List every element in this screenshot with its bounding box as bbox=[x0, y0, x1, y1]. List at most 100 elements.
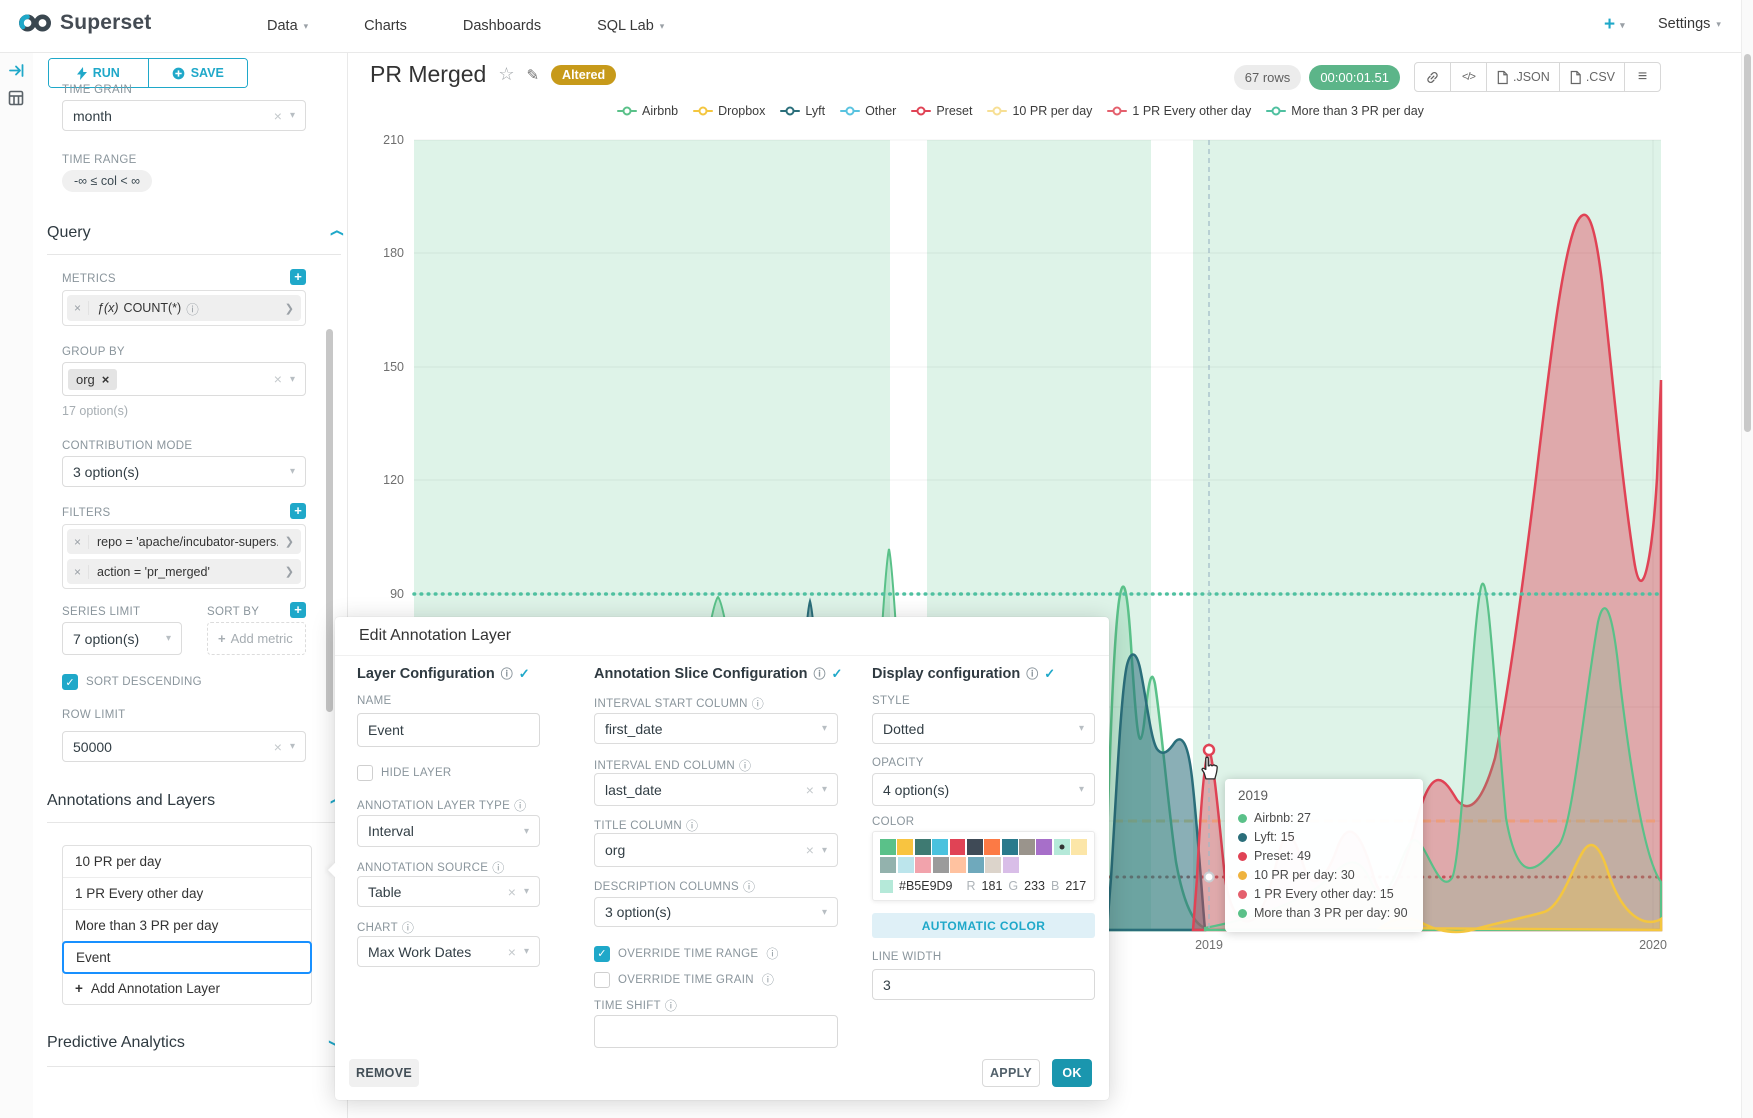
clear-icon[interactable]: × bbox=[805, 842, 814, 858]
add-annotation-layer[interactable]: + Add Annotation Layer bbox=[75, 981, 220, 996]
new-button[interactable]: + ▾ bbox=[1604, 14, 1625, 35]
opacity-select[interactable]: 4 option(s) ▾ bbox=[872, 773, 1095, 806]
line-width-input[interactable] bbox=[872, 969, 1095, 1000]
group-by-chip[interactable]: org × bbox=[68, 368, 118, 390]
row-limit-select[interactable]: 50000 × ▾ bbox=[62, 731, 306, 762]
clear-icon[interactable]: × bbox=[273, 738, 282, 755]
legend-item[interactable]: 1 PR Every other day bbox=[1107, 104, 1251, 118]
legend-item[interactable]: Lyft bbox=[780, 104, 825, 118]
panel-scrollbar[interactable] bbox=[326, 329, 333, 712]
clear-icon[interactable]: × bbox=[273, 107, 282, 124]
run-button[interactable]: RUN bbox=[49, 59, 148, 87]
add-sort-metric-button[interactable]: + bbox=[290, 602, 306, 618]
remove-filter-icon[interactable]: × bbox=[67, 564, 90, 579]
color-swatch[interactable] bbox=[949, 839, 966, 855]
override-time-range-checkbox[interactable]: ✓ bbox=[594, 945, 610, 962]
color-swatch[interactable] bbox=[967, 857, 984, 873]
r-value[interactable]: 181 bbox=[981, 879, 1003, 893]
remove-button[interactable]: REMOVE bbox=[349, 1059, 419, 1087]
legend-item[interactable]: 10 PR per day bbox=[987, 104, 1092, 118]
legend-item[interactable]: Other bbox=[840, 104, 896, 118]
remove-icon[interactable]: × bbox=[101, 371, 110, 387]
annotation-layer-item[interactable]: 1 PR Every other day bbox=[63, 878, 311, 910]
color-swatch[interactable] bbox=[966, 839, 983, 855]
color-swatch[interactable] bbox=[932, 857, 949, 873]
nav-item-charts[interactable]: Charts bbox=[364, 18, 407, 34]
color-swatch[interactable] bbox=[915, 857, 931, 873]
override-time-range-row[interactable]: ✓ OVERRIDE TIME RANGE ⓘ bbox=[594, 945, 779, 962]
color-swatch[interactable] bbox=[932, 839, 948, 855]
predictive-section-header[interactable]: Predictive Analytics❭ bbox=[47, 1034, 343, 1052]
hex-value[interactable]: #B5E9D9 bbox=[899, 879, 953, 893]
series-limit-select[interactable]: 7 option(s) ▾ bbox=[62, 622, 182, 655]
metric-chip[interactable]: × ƒ(x) COUNT(*) ⓘ ❯ bbox=[67, 295, 301, 321]
legend-item[interactable]: More than 3 PR per day bbox=[1266, 104, 1424, 118]
annotation-layer-item[interactable]: 10 PR per day bbox=[63, 846, 311, 878]
scrollbar-thumb[interactable] bbox=[1744, 54, 1751, 432]
hide-layer-row[interactable]: ✓ HIDE LAYER bbox=[357, 765, 452, 781]
automatic-color-button[interactable]: AUTOMATIC COLOR bbox=[872, 913, 1095, 938]
page-scrollbar[interactable] bbox=[1741, 0, 1753, 1118]
color-swatch-selected[interactable] bbox=[1053, 839, 1070, 855]
time-range-pill[interactable]: -∞ ≤ col < ∞ bbox=[62, 170, 153, 192]
color-swatch[interactable] bbox=[1019, 839, 1035, 855]
clear-icon[interactable]: × bbox=[507, 883, 516, 900]
color-swatch[interactable] bbox=[897, 857, 914, 873]
clear-icon[interactable]: × bbox=[507, 943, 516, 960]
expand-filter-icon[interactable]: ❯ bbox=[284, 566, 294, 578]
hide-layer-checkbox[interactable]: ✓ bbox=[357, 765, 373, 781]
color-swatch[interactable] bbox=[1002, 857, 1019, 873]
legend-item[interactable]: Dropbox bbox=[693, 104, 765, 118]
superset-logo[interactable]: Superset bbox=[18, 11, 151, 35]
filter-chip[interactable]: × repo = 'apache/incubator-supers... ❯ bbox=[67, 529, 301, 554]
sort-descending-checkbox[interactable]: ✓ bbox=[62, 674, 78, 690]
export-csv-button[interactable]: .CSV bbox=[1558, 62, 1625, 92]
expand-filter-icon[interactable]: ❯ bbox=[284, 536, 294, 548]
title-column-select[interactable]: org × ▾ bbox=[594, 833, 838, 867]
interval-end-select[interactable]: last_date × ▾ bbox=[594, 773, 838, 806]
nav-item-data[interactable]: Data ▾ bbox=[267, 18, 309, 34]
contribution-mode-select[interactable]: 3 option(s) ▾ bbox=[62, 456, 306, 487]
add-metric-button[interactable]: + bbox=[290, 269, 306, 285]
override-time-grain-checkbox[interactable]: ✓ bbox=[594, 971, 610, 988]
clear-icon[interactable]: × bbox=[805, 781, 814, 798]
edit-properties-icon[interactable]: ✎ bbox=[526, 66, 540, 84]
interval-start-select[interactable]: first_date ▾ bbox=[594, 713, 838, 744]
color-swatch[interactable] bbox=[897, 839, 914, 855]
nav-item-sqllab[interactable]: SQL Lab ▾ bbox=[597, 18, 665, 34]
b-value[interactable]: 217 bbox=[1065, 879, 1087, 893]
annotation-layer-item[interactable]: More than 3 PR per day bbox=[63, 910, 311, 942]
ok-button[interactable]: OK bbox=[1052, 1059, 1092, 1087]
color-swatch[interactable] bbox=[880, 839, 896, 855]
annotation-source-select[interactable]: Table × ▾ bbox=[357, 876, 540, 907]
datasource-grid-icon[interactable] bbox=[8, 90, 24, 106]
expand-metric-icon[interactable]: ❯ bbox=[284, 302, 294, 315]
filter-chip[interactable]: × action = 'pr_merged' ❯ bbox=[67, 559, 301, 584]
color-swatch[interactable] bbox=[1036, 839, 1053, 855]
color-swatch[interactable] bbox=[984, 839, 1001, 855]
remove-metric-icon[interactable]: × bbox=[67, 301, 90, 315]
remove-filter-icon[interactable]: × bbox=[67, 534, 90, 549]
legend-item[interactable]: Airbnb bbox=[617, 104, 678, 118]
time-shift-input[interactable] bbox=[594, 1015, 838, 1048]
color-swatch[interactable] bbox=[950, 857, 966, 873]
annotation-layer-type-select[interactable]: Interval ▾ bbox=[357, 815, 540, 847]
favorite-star-icon[interactable]: ☆ bbox=[498, 64, 515, 84]
sort-descending-row[interactable]: ✓ SORT DESCENDING bbox=[62, 674, 202, 690]
legend-item[interactable]: Preset bbox=[911, 104, 972, 118]
g-value[interactable]: 233 bbox=[1024, 879, 1045, 893]
share-link-button[interactable] bbox=[1414, 62, 1451, 92]
sort-by-add-metric[interactable]: + Add metric bbox=[207, 622, 306, 655]
group-by-select[interactable]: org × × ▾ bbox=[62, 362, 306, 396]
time-grain-select[interactable]: month × ▾ bbox=[62, 100, 306, 131]
style-select[interactable]: Dotted ▾ bbox=[872, 713, 1095, 744]
apply-button[interactable]: APPLY bbox=[982, 1059, 1040, 1087]
add-filter-button[interactable]: + bbox=[290, 503, 306, 519]
export-json-button[interactable]: .JSON bbox=[1486, 62, 1560, 92]
name-input[interactable] bbox=[357, 713, 540, 747]
collapse-panel-icon[interactable] bbox=[8, 62, 25, 79]
annotation-layer-item-selected[interactable]: Event bbox=[62, 941, 312, 974]
nav-item-dashboards[interactable]: Dashboards bbox=[462, 18, 542, 34]
altered-badge[interactable]: Altered bbox=[551, 64, 617, 85]
query-section-header[interactable]: Query ❭ bbox=[47, 224, 343, 241]
